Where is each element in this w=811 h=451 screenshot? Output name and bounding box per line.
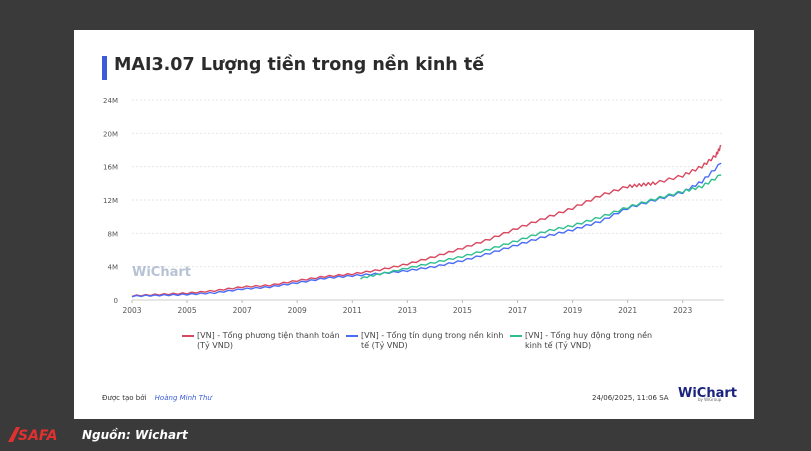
y-tick-label: 8M [108,230,119,238]
x-tick-label: 2017 [508,306,527,315]
legend-item-credit[interactable]: [VN] - Tổng tín dụng trong nền kinh tế (… [346,331,508,351]
y-tick-label: 4M [108,264,119,272]
x-tick-label: 2023 [673,306,692,315]
legend-item-money-supply[interactable]: [VN] - Tổng phương tiện thanh toán (Tỷ V… [182,331,347,351]
safa-logo-text: SAFA [18,428,58,443]
series-line-0[interactable] [131,145,722,298]
x-tick-label: 2019 [563,306,582,315]
x-tick-label: 2015 [453,306,472,315]
chart-title: MAI3.07 Lượng tiền trong nền kinh tế [114,55,485,75]
y-tick-label: 16M [103,164,118,172]
legend-swatch-money-supply [182,335,194,337]
x-tick-label: 2013 [398,306,417,315]
wichart-watermark: WiChart [132,265,191,280]
timestamp: 24/06/2025, 11:06 SA [592,394,669,402]
legend-item-deposits[interactable]: [VN] - Tổng huy động trong nền kinh tế (… [510,331,660,351]
chart-card: MAI3.07 Lượng tiền trong nền kinh tế 0 4M… [74,30,754,419]
x-tick-label: 2011 [343,306,362,315]
x-tick-label: 2009 [288,306,307,315]
source-caption: Nguồn: Wichart [82,428,188,442]
title-accent-bar [102,56,107,80]
safa-logo-mark: SAFA [8,427,58,443]
wichart-logo[interactable]: WiChart by WiGroup [678,382,737,404]
legend-label-credit: [VN] - Tổng tín dụng trong nền kinh tế (… [361,331,504,350]
author-link[interactable]: Hoàng Minh Thư [154,394,212,402]
series-line-1[interactable] [131,162,722,298]
legend-label-deposits: [VN] - Tổng huy động trong nền kinh tế (… [525,331,653,350]
y-tick-label: 20M [103,130,118,138]
line-chart: 0 4M 8M 12M 16M 20M 24M 2003 2005 2007 2009 2011 201… [103,97,724,315]
series [131,145,722,298]
safa-logo: SAFA [8,425,70,443]
legend-swatch-credit [346,335,358,337]
legend-label-money-supply: [VN] - Tổng phương tiện thanh toán (Tỷ V… [197,331,340,350]
created-by: Được tạo bởi Hoàng Minh Thư [102,394,212,402]
grid [132,99,724,301]
x-tick-label: 2003 [122,306,141,315]
wichart-logo-text: WiChart [678,386,737,401]
x-tick-label: 2005 [178,306,197,315]
x-tick-label: 2007 [233,306,252,315]
y-tick-label: 12M [103,197,118,205]
legend-swatch-deposits [510,335,522,337]
wichart-logo-sub: by WiGroup [698,397,722,402]
y-tick-label: 0 [114,297,118,305]
axes: 0 4M 8M 12M 16M 20M 24M 2003 2005 2007 2009 2011 201… [103,97,724,315]
x-tick-label: 2021 [618,306,637,315]
y-tick-label: 24M [103,97,118,105]
series-line-2[interactable] [360,174,722,280]
created-by-label: Được tạo bởi [102,394,147,402]
